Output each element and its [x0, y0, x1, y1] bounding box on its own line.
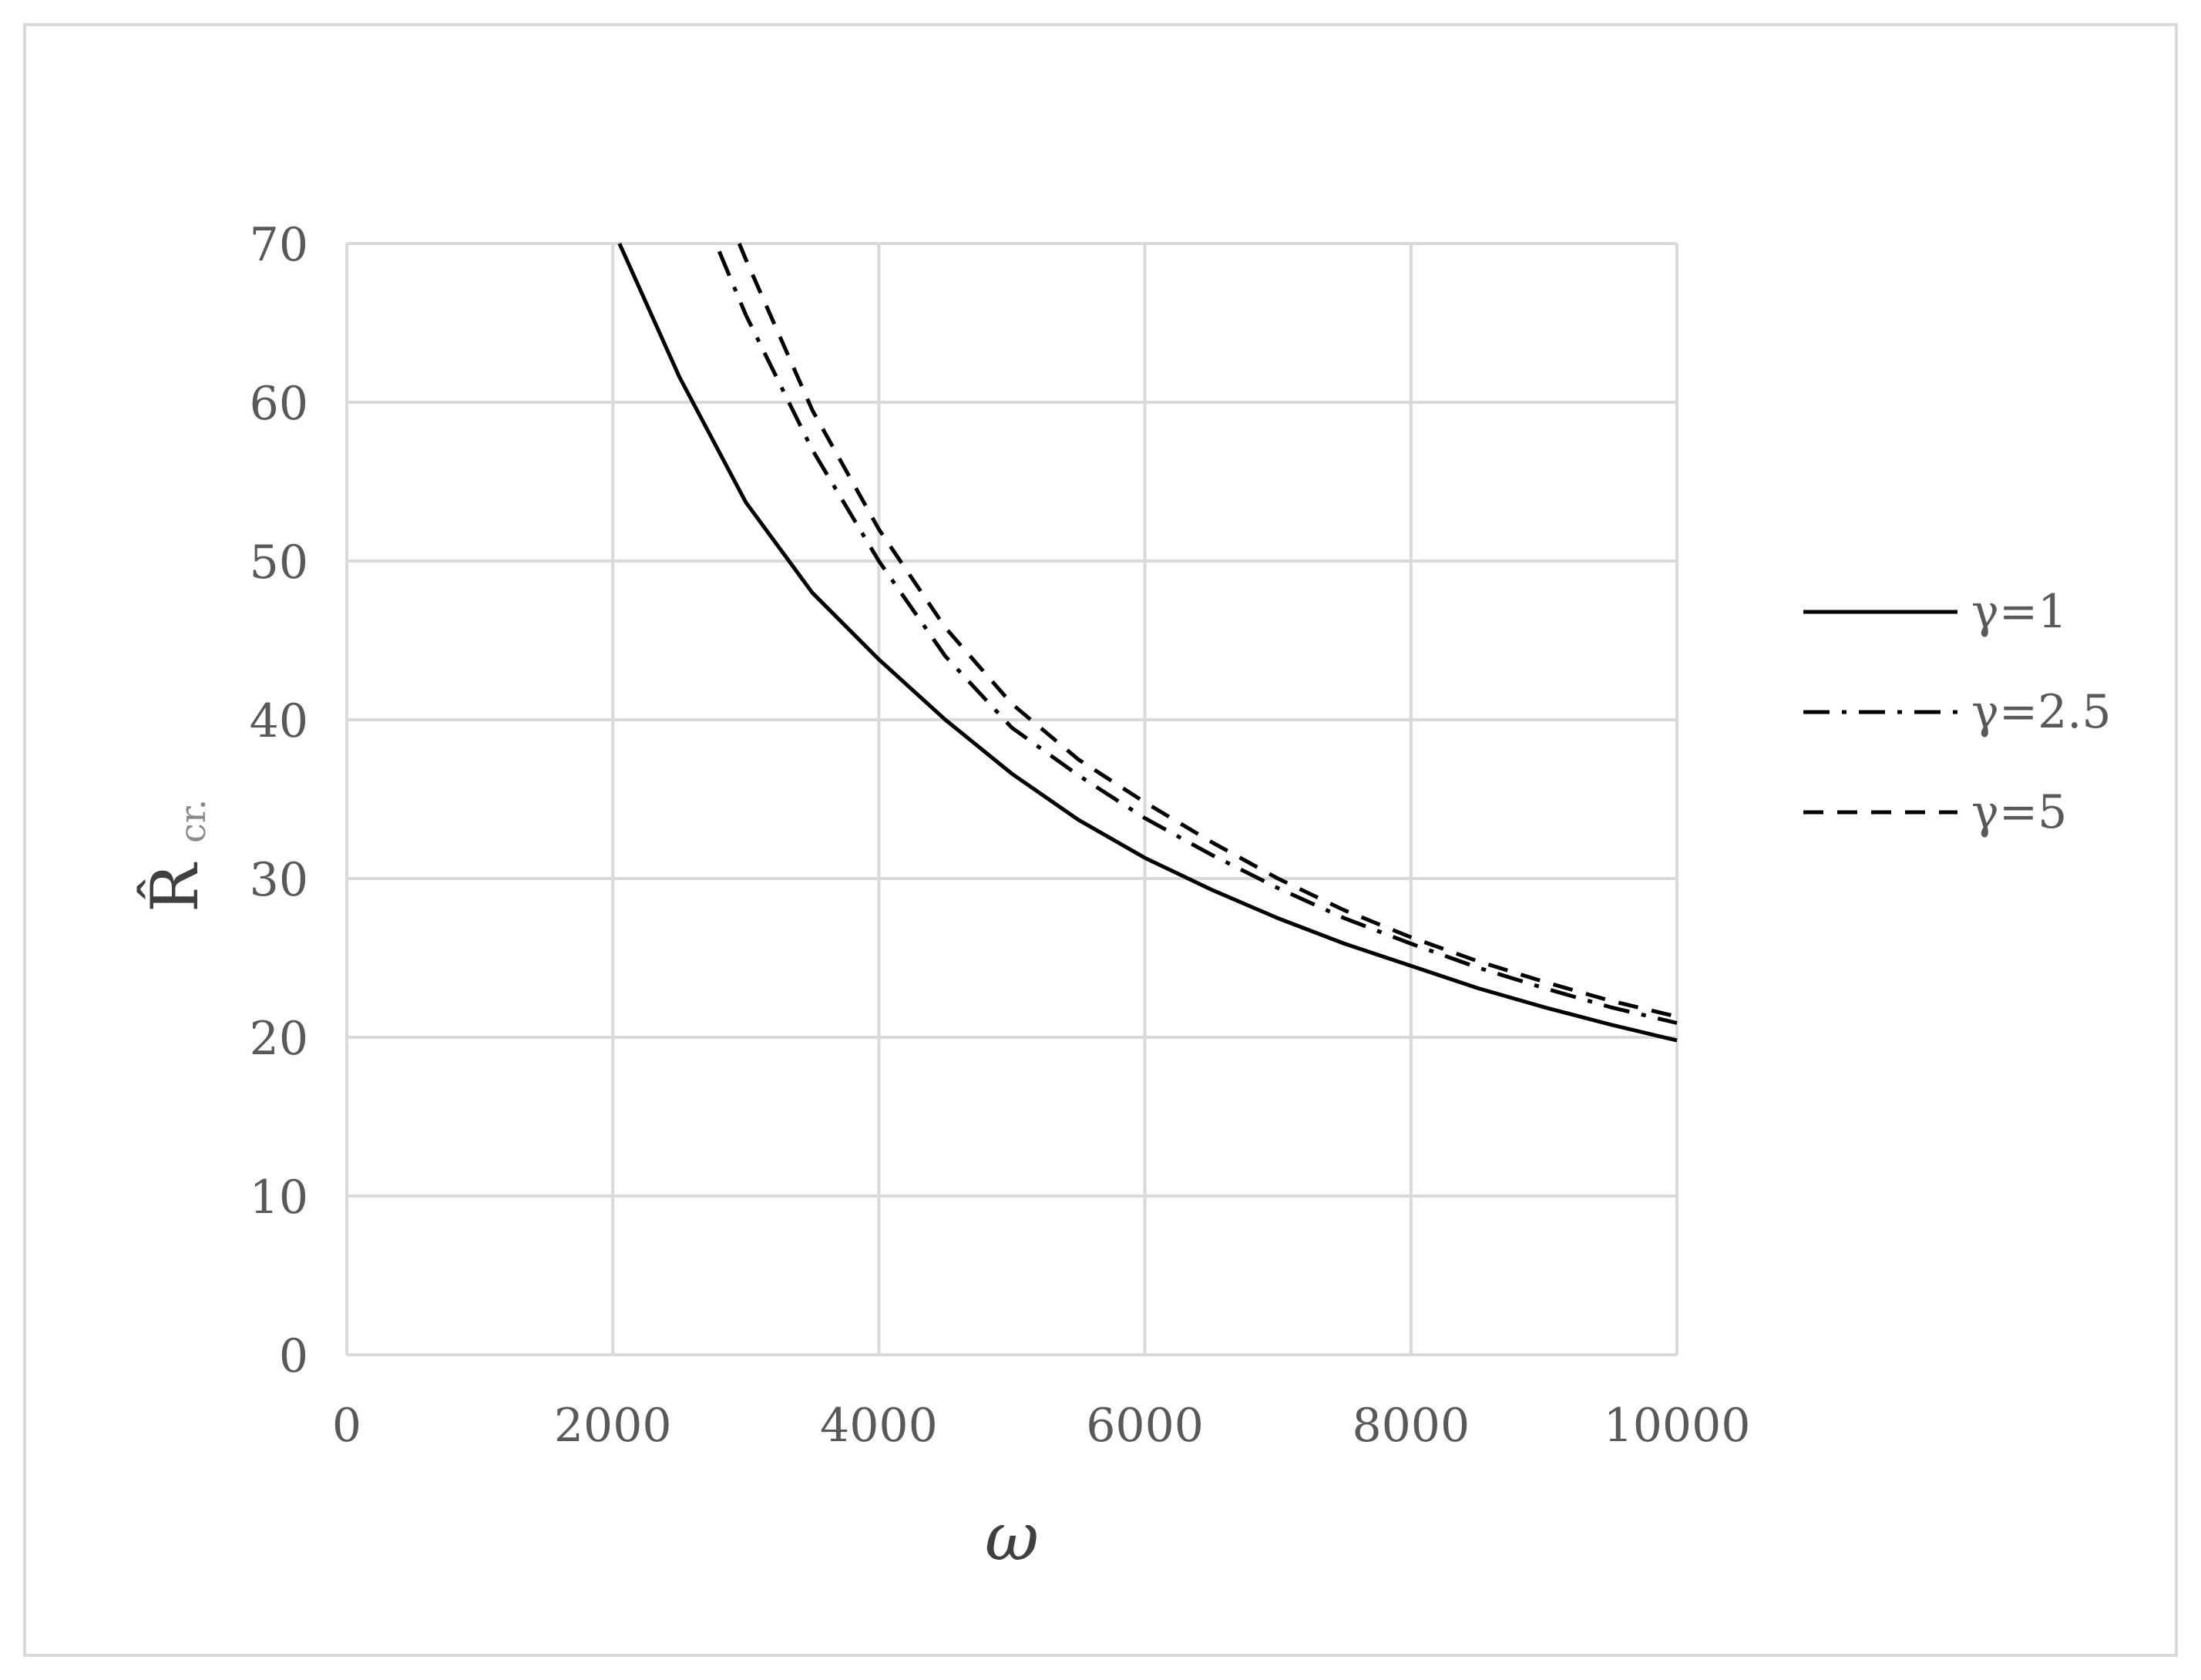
- y-tick-label: 30: [250, 853, 308, 907]
- x-tick-label: 0: [332, 1399, 361, 1453]
- series-line-1: [617, 242, 1678, 1043]
- x-tick-label: 6000: [1086, 1399, 1204, 1453]
- y-tick-label: 70: [250, 218, 308, 272]
- y-axis-title-main: R̂: [137, 862, 213, 912]
- y-axis-title: R̂ cr.: [137, 799, 213, 912]
- y-tick-labels: 0 10 20 30 40 50 60 70: [250, 218, 308, 1383]
- x-tick-label: 2000: [554, 1399, 672, 1453]
- series-lines: [617, 242, 1678, 1043]
- line-chart: 0 2000 4000 6000 8000 10000 0 10 20 30 40 50 60 70 ω…: [137, 218, 2112, 1576]
- figure-frame: 0 2000 4000 6000 8000 10000 0 10 20 30 40 50 60 70 ω…: [23, 23, 2178, 1657]
- x-tick-label: 8000: [1352, 1399, 1470, 1453]
- series-line-2: [717, 250, 1678, 1025]
- y-axis-title-subscript: cr.: [172, 799, 213, 843]
- x-axis-title: ω: [985, 1499, 1039, 1576]
- x-tick-label: 10000: [1604, 1399, 1751, 1453]
- y-tick-label: 50: [250, 536, 308, 590]
- legend-label-1: γ=1: [1971, 585, 2067, 639]
- series-line-3: [737, 243, 1678, 1019]
- y-tick-label: 20: [250, 1012, 308, 1066]
- x-tick-label: 4000: [820, 1399, 938, 1453]
- y-tick-label: 10: [250, 1171, 308, 1225]
- x-tick-labels: 0 2000 4000 6000 8000 10000: [332, 1399, 1751, 1453]
- y-tick-label: 0: [279, 1329, 308, 1383]
- legend: γ=1 γ=2.5 γ=5: [1803, 585, 2112, 839]
- legend-label-3: γ=5: [1971, 785, 2067, 839]
- y-tick-label: 40: [250, 694, 308, 748]
- legend-label-2: γ=2.5: [1971, 685, 2112, 739]
- grid-lines: [345, 242, 1678, 1356]
- y-tick-label: 60: [250, 377, 308, 431]
